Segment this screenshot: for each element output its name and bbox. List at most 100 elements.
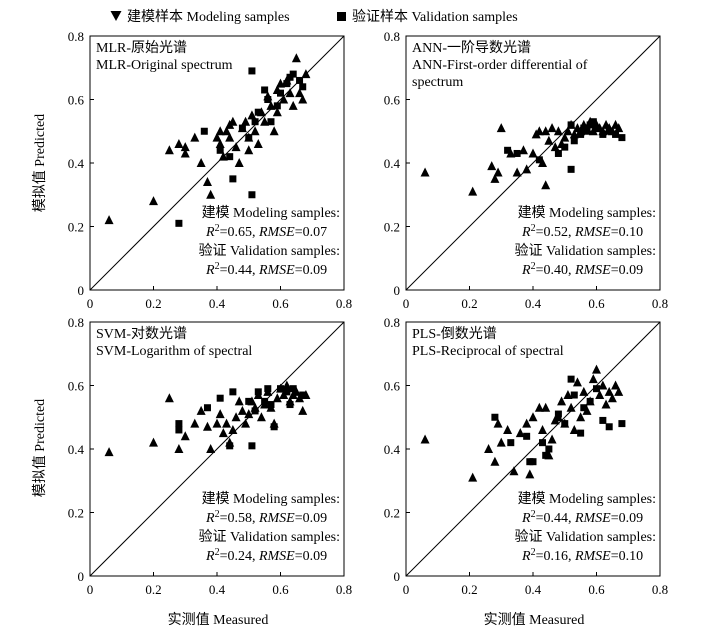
- modeling-stats-values: R2=0.58, RMSE=0.09: [205, 509, 327, 526]
- x-tick-label: 0.8: [652, 582, 668, 597]
- validation-point: [593, 385, 600, 393]
- panel-title-cn: SVM-对数光谱: [96, 326, 187, 342]
- modeling-point: [231, 412, 241, 422]
- modeling-point: [285, 88, 295, 98]
- validation-point: [283, 388, 291, 396]
- modeling-point: [468, 186, 478, 196]
- validation-point: [554, 149, 562, 157]
- modeling-point: [222, 418, 232, 428]
- validation-point: [491, 413, 499, 421]
- modeling-point: [493, 167, 503, 177]
- modeling-point: [190, 132, 200, 142]
- modeling-point: [515, 428, 525, 438]
- modeling-point: [231, 142, 241, 152]
- modeling-point: [241, 418, 251, 428]
- modeling-point: [298, 405, 308, 415]
- validation-point: [618, 134, 626, 142]
- x-tick-label: 0.2: [145, 582, 161, 597]
- validation-point: [286, 401, 294, 409]
- modeling-point: [104, 215, 114, 225]
- y-tick-label: 0.8: [68, 29, 84, 44]
- y-tick-label: 0.2: [68, 506, 84, 521]
- modeling-point: [149, 437, 158, 447]
- y-tick-label: 0.6: [68, 379, 85, 394]
- modeling-point: [541, 180, 551, 190]
- modeling-point: [607, 393, 617, 403]
- modeling-point: [541, 402, 551, 412]
- modeling-point: [490, 173, 500, 183]
- modeling-point: [260, 116, 270, 126]
- validation-point: [245, 397, 253, 405]
- x-tick-label: 0.4: [525, 296, 542, 311]
- one-to-one-line: [89, 321, 345, 577]
- modeling-point: [276, 78, 285, 88]
- panel-title-en: SVM-Logarithm of spectral: [96, 344, 252, 359]
- x-tick-label: 0.6: [588, 582, 605, 597]
- panel-title-cn: MLR-原始光谱: [96, 40, 187, 56]
- modeling-stats-heading: 建模 Modeling samples:: [518, 205, 656, 221]
- validation-point: [251, 118, 259, 126]
- x-tick-label: 0.4: [525, 582, 542, 597]
- x-tick-label: 0.8: [336, 582, 352, 597]
- modeling-point: [509, 466, 519, 476]
- validation-point: [289, 385, 297, 393]
- validation-point: [299, 83, 307, 91]
- modeling-point: [180, 142, 190, 152]
- validation-point: [267, 118, 275, 126]
- modeling-point: [288, 100, 298, 110]
- modeling-point: [522, 418, 532, 428]
- modeling-point: [484, 444, 494, 453]
- validation-point: [612, 130, 620, 138]
- validation-point: [200, 127, 208, 135]
- validation-point: [618, 420, 626, 428]
- modeling-point: [301, 69, 311, 79]
- modeling-point: [295, 88, 305, 98]
- modeling-point: [528, 148, 538, 158]
- modeling-point: [266, 100, 276, 110]
- modeling-point: [206, 189, 216, 199]
- modeling-point: [215, 126, 225, 136]
- modeling-point: [547, 434, 557, 444]
- y-axis-title-top: 模拟值 Predicted: [32, 114, 48, 212]
- modeling-point: [298, 94, 308, 104]
- x-tick-label: 0: [87, 582, 94, 597]
- modeling-point: [614, 123, 624, 133]
- modeling-point: [228, 116, 238, 126]
- modeling-point: [215, 409, 225, 419]
- panel-title-en: PLS-Reciprocal of spectral: [412, 344, 564, 359]
- validation-point: [273, 102, 281, 110]
- modeling-point: [493, 418, 503, 428]
- modeling-point: [269, 126, 279, 136]
- y-tick-label: 0.6: [68, 93, 85, 108]
- validation-point: [229, 388, 237, 396]
- scatter-panel-3: 0 0.2 0.4 0.6 0.8 0 0.2 0.4 0.6 0.8 SVM-对数光谱 SVM-Lo…: [68, 315, 352, 597]
- modeling-point: [550, 142, 560, 152]
- x-tick-label: 0.2: [145, 296, 161, 311]
- validation-point: [175, 219, 183, 227]
- validation-point: [586, 397, 594, 405]
- panel-title-en: MLR-Original spectrum: [96, 58, 233, 73]
- validation-point: [523, 432, 531, 440]
- validation-stats-heading: 验证 Validation samples:: [198, 243, 340, 259]
- validation-point: [583, 127, 591, 135]
- validation-point: [267, 401, 275, 409]
- validation-point: [203, 404, 211, 412]
- x-tick-label: 0.2: [461, 582, 477, 597]
- modeling-point: [279, 94, 289, 104]
- modeling-point: [534, 126, 544, 136]
- modeling-point: [614, 386, 624, 396]
- validation-point: [261, 397, 269, 405]
- modeling-point: [553, 126, 563, 136]
- validation-point: [605, 127, 613, 135]
- validation-point: [570, 137, 578, 145]
- validation-point: [567, 165, 575, 173]
- modeling-stats-values: R2=0.52, RMSE=0.10: [521, 223, 643, 240]
- modeling-point: [291, 53, 301, 63]
- legend: 建模样本 Modeling samples 验证样本 Validation sa…: [110, 9, 518, 25]
- validation-point: [599, 416, 607, 424]
- modeling-point: [569, 129, 579, 139]
- panel-title-en-2: spectrum: [412, 75, 463, 90]
- modeling-point: [215, 138, 225, 148]
- x-tick-label: 0.4: [209, 296, 226, 311]
- validation-point: [175, 420, 183, 428]
